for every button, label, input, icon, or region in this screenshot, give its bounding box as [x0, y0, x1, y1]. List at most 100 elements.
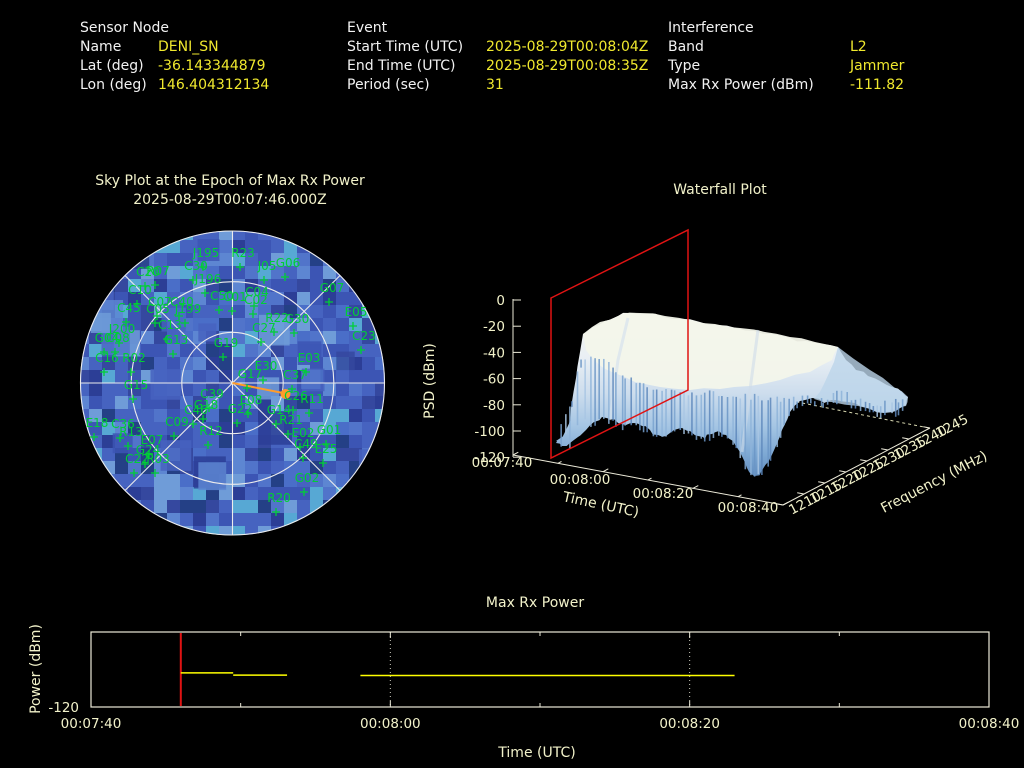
satellite-plus-icon [122, 318, 130, 326]
satellite-label: R07 [146, 264, 170, 278]
event-period-label: Period (sec) [347, 77, 430, 93]
satellite-label: C16 [95, 351, 119, 365]
satellite-plus-icon [272, 420, 280, 428]
psd-tick-label: -120 [474, 450, 505, 466]
satellite-label: J196 [194, 272, 221, 286]
satellite-label: G04 [95, 331, 120, 345]
satellite-label: C49 [294, 437, 318, 451]
satellite-label: C05 [146, 302, 170, 316]
sensor-name-row: Name DENI_SN [80, 39, 269, 58]
satellite-label: C13 [158, 318, 182, 332]
satellite-plus-icon [357, 346, 365, 354]
satellite-plus-icon [151, 469, 159, 477]
satellite-label: C46 [184, 403, 208, 417]
satellite-plus-icon [163, 335, 171, 343]
satellite-label: C09 [165, 415, 189, 429]
satellite-label: G02 [295, 471, 320, 485]
psd-tick-label: -20 [483, 319, 505, 335]
sky-plot-title-line1: Sky Plot at the Epoch of Max Rx Power [95, 173, 365, 189]
sensor-name-label: Name [80, 39, 122, 55]
satellite-label: C23 [352, 329, 376, 343]
satellite-label: C26 [284, 389, 308, 403]
satellite-label: R02 [122, 351, 146, 365]
sky-plot-title-line2: 2025-08-29T00:07:46.000Z [133, 192, 327, 208]
satellite-plus-icon [145, 450, 153, 458]
sensor-name-value: DENI_SN [158, 39, 219, 55]
satellite-plus-icon [228, 307, 236, 315]
satellite-plus-icon [260, 276, 268, 284]
interference-panel: Interference Band L2 Type Jammer Max Rx Po… [668, 20, 904, 96]
mrp-time-tick-label: 00:08:40 [959, 716, 1020, 732]
satellite-plus-icon [141, 460, 149, 468]
satellite-plus-icon [204, 441, 212, 449]
satellite-label: C04 [245, 285, 269, 299]
satellite-label: G07 [320, 281, 345, 295]
satellite-plus-icon [151, 281, 159, 289]
satellite-label: R13 [119, 425, 143, 439]
psd-tick-label: -40 [483, 345, 505, 361]
event-title: Event [347, 20, 388, 36]
satellite-plus-icon [151, 319, 159, 327]
interference-type-label: Type [668, 58, 701, 74]
event-end-value: 2025-08-29T00:08:35Z [486, 58, 649, 74]
interference-power-label: Max Rx Power (dBm) [668, 77, 814, 93]
psd-surface [556, 312, 908, 477]
satellite-plus-icon [199, 415, 207, 423]
sensor-lat-value: -36.143344879 [158, 58, 266, 74]
sensor-lon-value: 146.404312134 [158, 77, 270, 93]
satellite-label: G22 [228, 402, 253, 416]
satellite-plus-icon [116, 434, 124, 442]
psd-tick-label: -60 [483, 372, 505, 388]
satellite-plus-icon [130, 469, 138, 477]
satellite-label: R20 [267, 491, 291, 505]
satellite-label: C36 [111, 417, 135, 431]
interference-band-row: Band L2 [668, 39, 904, 58]
satellite-plus-icon [249, 310, 257, 318]
satellite-label: C10 [128, 283, 152, 297]
satellite-label: J200 [108, 322, 135, 336]
satellite-plus-icon [124, 442, 132, 450]
satellite-label: J199 [174, 302, 201, 316]
satellite-plus-icon [243, 384, 251, 392]
satellite-plus-icon [181, 319, 189, 327]
satellite-plus-icon [115, 339, 123, 347]
psd-tick-label: -100 [474, 424, 505, 440]
satellite-label: C37 [283, 368, 307, 382]
satellite-label: E25 [315, 442, 338, 456]
satellite-plus-icon [90, 433, 98, 441]
satellite-label: C08 [106, 331, 130, 345]
satellite-plus-icon [233, 419, 241, 427]
satellite-label: C39 [200, 387, 224, 401]
satellite-plus-icon [129, 395, 137, 403]
epoch-plane-marker [550, 228, 689, 460]
satellite-label: G19 [214, 336, 239, 350]
power-axis-label: Power (dBm) [28, 624, 44, 714]
satellite-plus-icon [205, 404, 213, 412]
satellite-label: C27 [252, 321, 276, 335]
satellite-plus-icon [169, 350, 177, 358]
satellite-plus-icon [290, 329, 298, 337]
satellite-plus-icon [305, 409, 313, 417]
wf-time-tick-label: 00:07:40 [472, 455, 533, 471]
satellite-label: C07 [148, 295, 172, 309]
interference-band-value: L2 [850, 39, 867, 55]
satellite-plus-icon [199, 263, 207, 271]
satellite-label: C45 [117, 301, 141, 315]
satellite-label: G18 [194, 398, 219, 412]
satellite-label: R11 [300, 392, 324, 406]
sensor-node-panel: Sensor Node Name DENI_SN Lat (deg) -36.143… [80, 20, 269, 96]
wf-time-tick-label: 00:08:00 [550, 472, 611, 488]
satellite-label: C40 [170, 295, 194, 309]
satellite-label: R21 [279, 413, 303, 427]
sensor-lon-row: Lon (deg) 146.404312134 [80, 77, 269, 96]
satellite-plus-icon [322, 440, 330, 448]
waterfall-title: Waterfall Plot [673, 182, 767, 198]
epoch-pointer [232, 382, 291, 399]
satellite-plus-icon [189, 420, 197, 428]
satellite-label: G30 [285, 312, 310, 326]
